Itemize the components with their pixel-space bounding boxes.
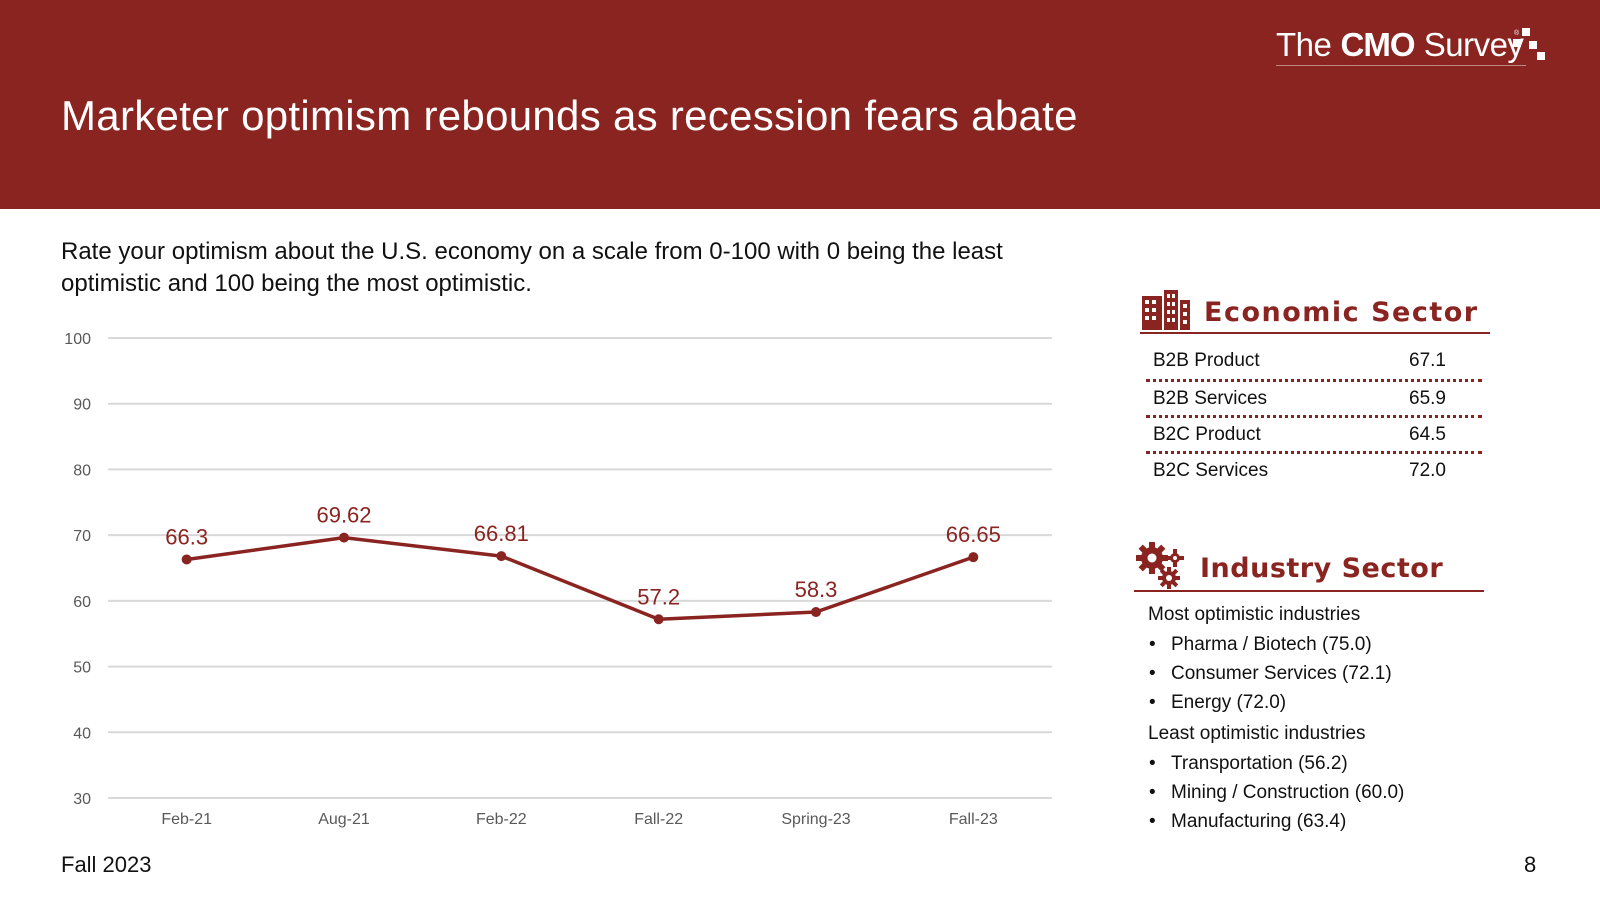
- logo-cmo: CMO: [1340, 26, 1416, 63]
- y-tick-label: 50: [73, 660, 91, 677]
- sector-label: B2B Services: [1153, 387, 1268, 409]
- x-tick-label: Feb-22: [476, 811, 527, 828]
- least-optimistic-list: Transportation (56.2) Mining / Construct…: [1148, 749, 1488, 836]
- most-optimistic-list: Pharma / Biotech (75.0) Consumer Service…: [1148, 630, 1488, 717]
- economic-sector-header: Economic Sector: [1140, 276, 1490, 334]
- x-tick-label: Fall-23: [949, 811, 998, 828]
- data-label: 69.62: [316, 503, 371, 528]
- logo-square-icon: [1537, 52, 1545, 60]
- x-tick-label: Spring-23: [781, 811, 850, 828]
- footer-edition: Fall 2023: [61, 852, 152, 877]
- x-tick-label: Aug-21: [318, 811, 370, 828]
- list-item: Manufacturing (63.4): [1148, 807, 1488, 836]
- sector-label: B2B Product: [1153, 350, 1260, 371]
- data-label: 58.3: [795, 577, 838, 602]
- y-tick-label: 100: [64, 331, 91, 348]
- table-row: B2B Services 65.9: [1146, 379, 1482, 415]
- table-row: B2C Services 72.0: [1146, 451, 1482, 487]
- data-label: 57.2: [637, 584, 680, 609]
- data-label: 66.65: [946, 522, 1001, 547]
- data-label: 66.81: [474, 521, 529, 546]
- x-tick-label: Fall-22: [634, 811, 683, 828]
- optimism-line-chart: 30 40 50 60 70 80 90 100 Feb-21 Aug-21 Feb-22 Fall-…: [64, 331, 1052, 828]
- sector-label: B2C Product: [1153, 423, 1261, 445]
- survey-question: Rate your optimism about the U.S. econom…: [61, 238, 1003, 297]
- table-row: B2B Product 67.1: [1146, 343, 1482, 379]
- gears-icon: [1136, 542, 1184, 589]
- logo-square-icon: [1513, 39, 1521, 47]
- y-tick-label: 90: [73, 397, 91, 414]
- list-item: Consumer Services (72.1): [1148, 659, 1488, 688]
- logo-square-icon: [1529, 41, 1537, 49]
- list-item: Energy (72.0): [1148, 688, 1488, 717]
- cmo-survey-logo: The CMO Survey ®: [1276, 26, 1566, 66]
- y-tick-label: 70: [73, 528, 91, 545]
- data-point: [339, 532, 349, 543]
- logo-the: The: [1276, 26, 1332, 63]
- logo-underline: [1276, 65, 1526, 66]
- y-tick-label: 30: [73, 791, 91, 808]
- x-tick-label: Feb-21: [161, 811, 212, 828]
- sector-value: 72.0: [1409, 459, 1446, 481]
- data-point: [968, 552, 979, 563]
- page-title: Marketer optimism rebounds as recession …: [61, 92, 1078, 139]
- data-point: [653, 614, 664, 625]
- list-item: Pharma / Biotech (75.0): [1148, 630, 1488, 659]
- sector-value: 64.5: [1409, 423, 1446, 445]
- sector-value: 65.9: [1409, 387, 1446, 409]
- industry-sector-title: Industry Sector: [1200, 553, 1444, 584]
- list-item: Transportation (56.2): [1148, 749, 1488, 778]
- list-item: Mining / Construction (60.0): [1148, 778, 1488, 807]
- y-tick-label: 60: [73, 594, 91, 611]
- data-point: [181, 554, 192, 565]
- most-optimistic-label: Most optimistic industries: [1148, 604, 1361, 625]
- series-line: [186, 535, 974, 622]
- logo-registered-mark: ®: [1514, 30, 1520, 37]
- sector-label: B2C Services: [1153, 459, 1269, 481]
- title-banner: Marketer optimism rebounds as recession …: [0, 0, 1600, 209]
- y-tick-label: 80: [73, 462, 91, 479]
- economic-sector-table: B2B Product 67.1 B2B Services 65.9 B2C P…: [1146, 343, 1482, 487]
- buildings-icon: [1142, 290, 1190, 330]
- data-point: [496, 551, 507, 562]
- y-tick-label: 40: [73, 725, 91, 742]
- sector-value: 67.1: [1409, 350, 1446, 371]
- industry-sector-header: Industry Sector: [1134, 532, 1484, 592]
- logo-square-icon: [1522, 28, 1530, 36]
- logo-survey: Survey: [1423, 26, 1524, 63]
- table-row: B2C Product 64.5: [1146, 415, 1482, 451]
- industry-sector-list: Most optimistic industries Pharma / Biot…: [1148, 600, 1488, 836]
- least-optimistic-label: Least optimistic industries: [1148, 723, 1366, 744]
- economic-sector-title: Economic Sector: [1204, 297, 1479, 328]
- data-point: [811, 607, 821, 618]
- page-number: 8: [1524, 852, 1537, 877]
- data-label: 66.3: [165, 524, 208, 549]
